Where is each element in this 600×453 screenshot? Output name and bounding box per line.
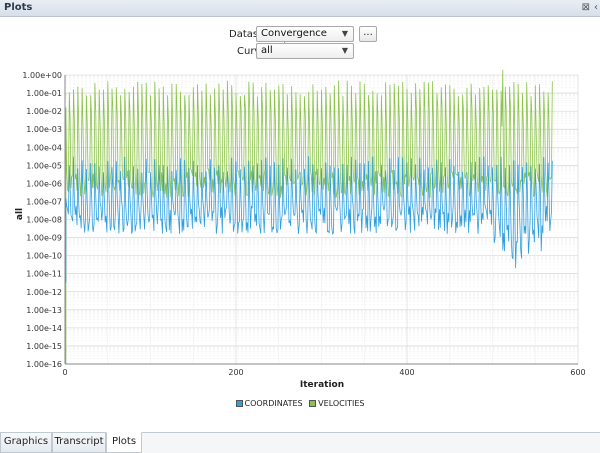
y-tick-label: 1.00e-13 <box>26 306 62 315</box>
series-coordinates <box>65 156 553 283</box>
curve-value: all <box>261 45 273 56</box>
y-tick-label: 1.00e-15 <box>26 342 62 351</box>
dataset-select[interactable]: Convergence monitors ▼ <box>256 26 354 53</box>
x-axis-label: Iteration <box>300 380 344 390</box>
velocities-line <box>65 69 553 364</box>
tab-plots[interactable]: Plots <box>106 432 142 453</box>
y-tick-label: 1.00e-01 <box>26 89 62 98</box>
y-tick-label: 1.00e-03 <box>26 125 62 134</box>
bottom-tabbar: Graphics Transcript Plots <box>0 432 600 453</box>
y-tick-label: 1.00e-10 <box>26 252 62 261</box>
convergence-chart: 1.00e-16 1.00e-15 1.00e-14 1.00e-13 1.00e-12… <box>15 69 586 390</box>
coordinates-line <box>65 156 553 283</box>
curve-label: Curve <box>237 46 267 57</box>
velocities-swatch <box>309 400 317 407</box>
x-tick-labels: 0 200 400 600 <box>62 368 585 377</box>
y-tick-label: 1.00e-12 <box>26 288 62 297</box>
legend-label-coordinates: COORDINATES <box>244 399 303 408</box>
pin-icon[interactable]: ⊠ <box>581 2 590 13</box>
legend-item-coordinates[interactable]: COORDINATES <box>235 399 303 408</box>
y-tick-labels: 1.00e-16 1.00e-15 1.00e-14 1.00e-13 1.00e-12… <box>22 71 62 369</box>
dataset-label: Dataset <box>229 29 269 40</box>
chevron-down-icon: ▼ <box>341 46 348 55</box>
y-tick-label: 1.00e-08 <box>26 216 62 225</box>
curve-select[interactable]: all ▼ <box>256 43 354 59</box>
chart-legend: COORDINATES VELOCITIES <box>0 399 600 408</box>
y-tick-label: 1.00e-09 <box>26 234 62 243</box>
series-velocities <box>65 69 553 364</box>
legend-label-velocities: VELOCITIES <box>318 399 365 408</box>
chevron-left-icon[interactable]: ‹ <box>594 2 598 13</box>
y-tick-label: 1.00e+00 <box>22 71 62 80</box>
y-tick-label: 1.00e-06 <box>26 179 62 188</box>
y-tick-label: 1.00e-11 <box>26 270 62 279</box>
panel-titlebar: Plots ⊠ ‹ <box>0 0 600 17</box>
tab-transcript[interactable]: Transcript <box>52 433 106 453</box>
y-tick-label: 1.00e-02 <box>26 107 62 116</box>
y-tick-label: 1.00e-16 <box>26 360 62 369</box>
tab-graphics[interactable]: Graphics <box>0 433 52 453</box>
chevron-down-icon: ▼ <box>341 29 348 38</box>
legend-item-velocities[interactable]: VELOCITIES <box>309 399 365 408</box>
y-axis-label: all <box>15 208 25 220</box>
y-tick-label: 1.00e-04 <box>26 143 62 152</box>
panel-title: Plots <box>4 2 33 13</box>
x-tick-label: 600 <box>570 368 585 377</box>
coordinates-swatch <box>235 400 243 407</box>
y-tick-label: 1.00e-14 <box>26 324 62 333</box>
x-tick-label: 400 <box>399 368 414 377</box>
chart-axes <box>64 75 578 365</box>
y-tick-label: 1.00e-05 <box>26 161 62 170</box>
x-tick-label: 0 <box>62 368 67 377</box>
dataset-more-button[interactable]: ... <box>359 26 377 42</box>
y-tick-label: 1.00e-07 <box>26 197 62 206</box>
x-tick-label: 200 <box>228 368 243 377</box>
